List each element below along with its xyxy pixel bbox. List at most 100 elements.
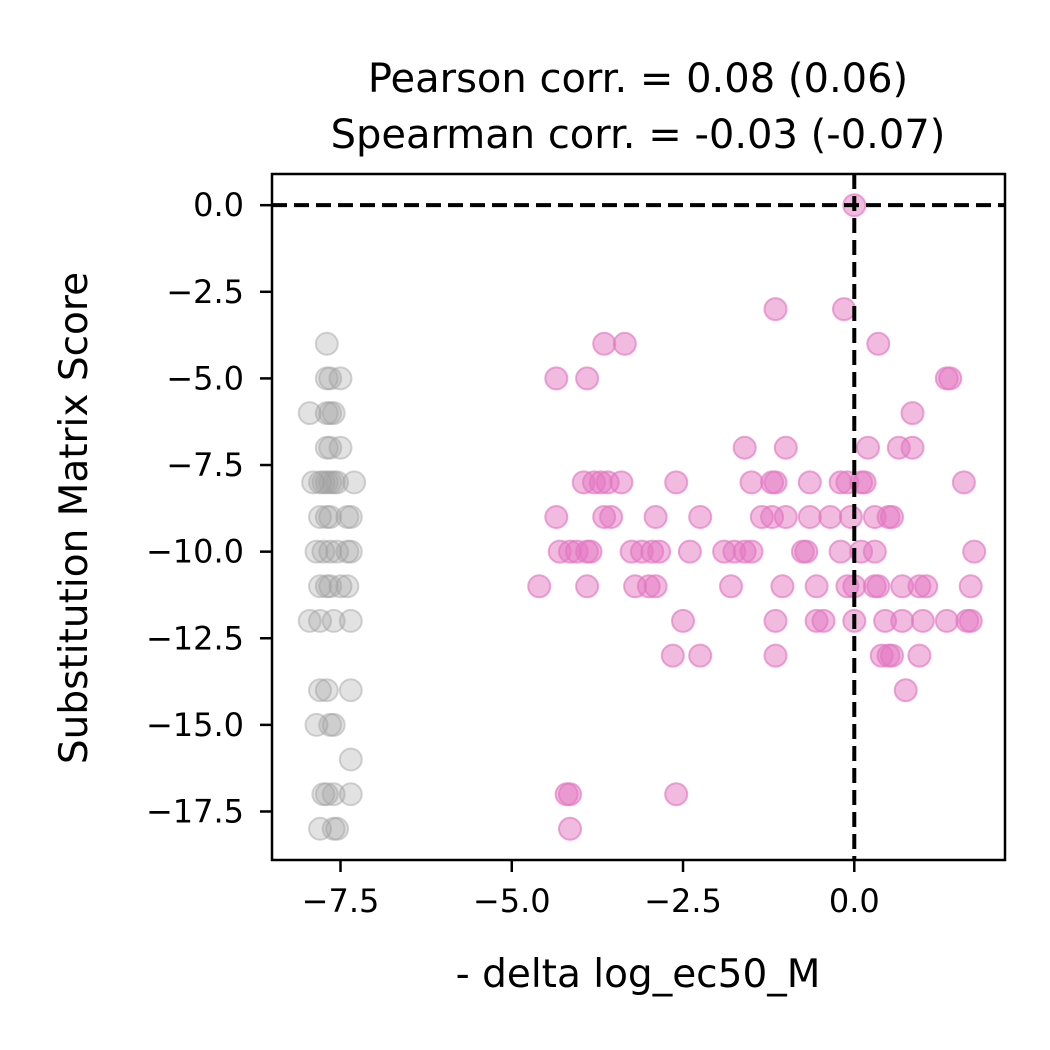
data-point: [838, 505, 863, 529]
floor-point: [301, 470, 326, 495]
floor-point: [318, 505, 343, 529]
data-point: [643, 574, 668, 599]
floor-point: [335, 505, 360, 529]
data-point: [773, 435, 798, 460]
data-point: [612, 331, 637, 356]
floor-point: [321, 816, 346, 841]
floor-point: [308, 678, 332, 703]
floor-point: [304, 539, 329, 564]
data-point: [832, 297, 856, 322]
data-point: [664, 782, 689, 807]
data-point: [910, 608, 935, 633]
data-point: [938, 366, 963, 391]
data-point: [900, 435, 925, 460]
floor-point: [321, 608, 346, 633]
data-point: [688, 505, 713, 529]
data-point: [677, 539, 702, 564]
data-point: [797, 505, 822, 529]
floor-point: [314, 331, 339, 356]
floor-point: [314, 678, 339, 703]
y-tick-label: −12.5: [146, 619, 244, 657]
data-point: [862, 539, 887, 564]
floor-point: [314, 505, 339, 529]
floor-point: [338, 505, 363, 529]
floor-point: [328, 435, 353, 460]
y-tick-label: −10.0: [146, 533, 244, 571]
data-point: [575, 366, 600, 391]
data-point: [866, 574, 891, 599]
data-point: [763, 470, 788, 495]
data-point: [958, 574, 983, 599]
data-point: [671, 608, 695, 633]
y-tick-label: −5.0: [166, 359, 244, 397]
x-tick-label: −7.5: [302, 882, 380, 920]
x-tick-label: −2.5: [644, 882, 722, 920]
floor-point: [328, 574, 353, 599]
floor-point: [314, 435, 339, 460]
floor-point: [308, 470, 332, 495]
data-point: [688, 643, 713, 668]
data-point: [804, 574, 829, 599]
floor-point: [308, 608, 332, 633]
floor-point: [314, 470, 339, 495]
x-axis-label: - delta log_ec50_M: [456, 952, 821, 997]
data-point: [893, 678, 918, 703]
data-point: [770, 574, 795, 599]
data-point: [732, 435, 757, 460]
data-point: [739, 539, 764, 564]
floor-point: [338, 539, 363, 564]
data-point: [866, 331, 891, 356]
floor-point: [335, 539, 360, 564]
floor-point: [342, 470, 367, 495]
data-point: [914, 574, 939, 599]
x-tick-label: −5.0: [473, 882, 551, 920]
data-point: [554, 782, 579, 807]
floor-point: [318, 435, 343, 460]
data-point: [558, 816, 582, 841]
floor-point: [318, 574, 343, 599]
floor-point: [335, 574, 360, 599]
floor-point: [338, 747, 363, 772]
y-axis-label: Substitution Matrix Score: [52, 272, 97, 764]
floor-point: [325, 470, 350, 495]
data-point: [900, 401, 925, 426]
floor-point: [318, 712, 343, 737]
data-point: [763, 297, 788, 322]
y-tick-label: −2.5: [166, 273, 244, 311]
y-tick-label: −7.5: [166, 446, 244, 484]
floor-point: [297, 608, 322, 633]
data-point: [794, 539, 819, 564]
floor-point: [338, 782, 363, 807]
floor-point: [321, 712, 346, 737]
floor-point: [314, 366, 339, 391]
data-point: [811, 608, 836, 633]
floor-point: [311, 782, 336, 807]
data-point: [643, 505, 668, 529]
floor-point: [311, 539, 336, 564]
data-point: [962, 539, 987, 564]
data-point: [773, 505, 798, 529]
floor-point: [308, 574, 332, 599]
chart-title-line-1: Pearson corr. = 0.08 (0.06): [368, 56, 908, 102]
data-point: [907, 643, 932, 668]
data-point: [664, 470, 689, 495]
data-point: [934, 608, 959, 633]
data-point: [880, 643, 904, 668]
data-point: [763, 608, 788, 633]
x-tick-label: 0.0: [829, 882, 880, 920]
data-point: [739, 470, 764, 495]
floor-point: [321, 401, 346, 426]
data-point: [958, 608, 983, 633]
data-point: [592, 331, 617, 356]
y-tick-label: −17.5: [146, 792, 244, 830]
floor-point: [308, 816, 332, 841]
floor-point: [338, 678, 363, 703]
floor-point: [325, 539, 350, 564]
floor-point: [311, 470, 336, 495]
chart-title-line-2: Spearman corr. = -0.03 (-0.07): [331, 112, 946, 158]
floor-point: [318, 401, 343, 426]
floor-point: [314, 574, 339, 599]
floor-point: [318, 539, 343, 564]
floor-point: [318, 366, 343, 391]
